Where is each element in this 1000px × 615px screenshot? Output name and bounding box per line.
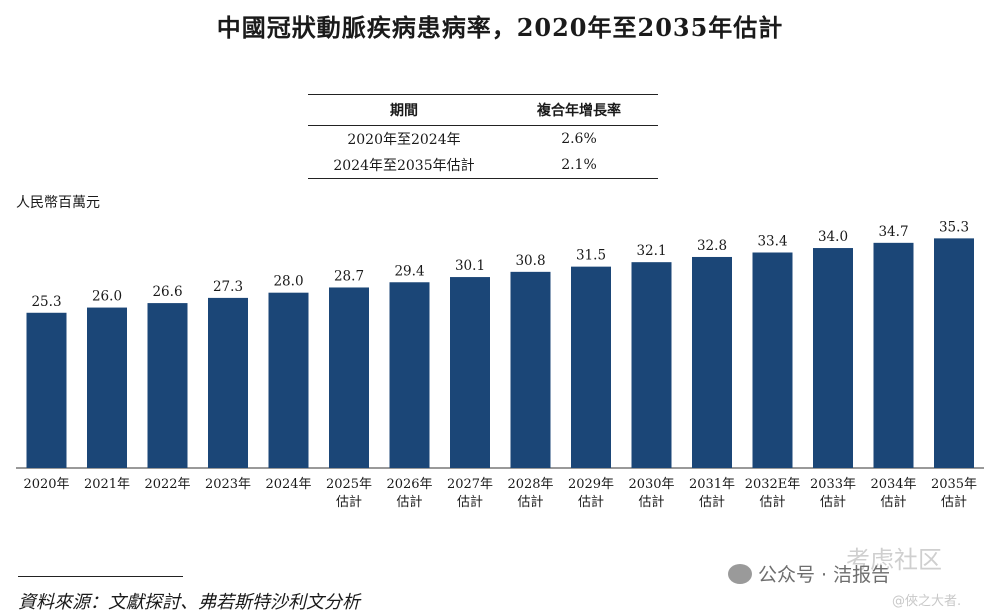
- wechat-watermark: 公众号 · 洁报告: [728, 560, 890, 587]
- x-tick-label: 2034年: [870, 477, 916, 492]
- bar: [450, 277, 490, 468]
- cagr-table-header: 期間 複合年增長率: [308, 95, 658, 126]
- x-tick-label: 估計: [699, 494, 725, 510]
- bar: [268, 292, 309, 468]
- x-tick-label: 估計: [759, 494, 785, 510]
- x-tick-label: 估計: [578, 494, 604, 510]
- cagr-header-period: 期間: [390, 103, 418, 119]
- x-tick-label: 2031年: [689, 477, 735, 492]
- cagr-table: 期間 複合年增長率 2020年至2024年 2.6% 2024年至2035年估計…: [308, 94, 658, 179]
- x-tick-label: 估計: [517, 494, 543, 510]
- bar: [510, 271, 551, 468]
- x-tick-label: 2024年: [265, 477, 311, 492]
- data-label: 33.4: [757, 234, 787, 250]
- x-tick-label: 2030年: [628, 477, 674, 492]
- cagr-period: 2020年至2024年: [347, 132, 461, 148]
- cagr-rate: 2.6%: [561, 131, 597, 147]
- bar: [752, 252, 793, 468]
- x-tick-label: 2020年: [23, 477, 69, 492]
- data-label: 28.7: [334, 268, 364, 284]
- x-tick-label: 估計: [880, 494, 906, 510]
- cagr-header-rate: 複合年增長率: [537, 103, 621, 119]
- bar: [873, 242, 914, 468]
- x-tick-label: 2028年: [507, 477, 553, 492]
- data-label: 32.1: [636, 243, 666, 259]
- x-tick-label: 估計: [638, 494, 664, 510]
- cagr-row: 2024年至2035年估計 2.1%: [308, 152, 658, 178]
- x-tick-label: 估計: [396, 494, 422, 510]
- bar: [147, 303, 188, 468]
- data-label: 25.3: [31, 294, 61, 310]
- data-label: 28.0: [273, 274, 303, 290]
- data-label: 30.1: [455, 258, 485, 274]
- chart-title: 中國冠狀動脈疾病患病率，2020年至2035年估計: [216, 13, 784, 42]
- x-tick-label: 2022年: [144, 477, 190, 492]
- wechat-icon: [728, 563, 752, 584]
- data-label: 30.8: [515, 253, 545, 269]
- x-tick-label: 估計: [457, 494, 483, 510]
- cagr-rate: 2.1%: [561, 157, 597, 173]
- bar: [26, 312, 67, 468]
- bar-chart: 25.3 2020年 26.0 2021年 26.6 2022年 27.3 2023年 28.0…: [16, 219, 984, 510]
- bar: [389, 282, 430, 468]
- x-tick-label: 2027年: [447, 477, 493, 492]
- cagr-period: 2024年至2035年估計: [333, 158, 475, 174]
- data-label: 29.4: [394, 263, 424, 279]
- data-label: 34.7: [878, 224, 908, 240]
- x-tick-label: 2021年: [84, 477, 130, 492]
- data-label: 26.0: [92, 289, 122, 305]
- data-label: 32.8: [697, 238, 727, 254]
- data-label: 34.0: [818, 229, 848, 245]
- x-tick-label: 估計: [941, 494, 967, 510]
- bar: [329, 287, 369, 468]
- cagr-row: 2020年至2024年 2.6%: [308, 126, 658, 152]
- x-tick-label: 估計: [820, 494, 846, 510]
- bar: [692, 256, 732, 468]
- wechat-watermark-text: 公众号 · 洁报告: [758, 564, 891, 586]
- x-tick-label: 2032E年: [745, 477, 801, 492]
- bar: [208, 297, 248, 468]
- data-label: 27.3: [213, 279, 243, 295]
- data-label: 26.6: [152, 284, 182, 300]
- y-unit-label: 人民幣百萬元: [16, 195, 100, 211]
- x-tick-label: 2026年: [386, 477, 432, 492]
- bar: [631, 262, 672, 468]
- x-tick-label: 2023年: [205, 477, 251, 492]
- bar: [571, 266, 611, 468]
- x-tick-label: 估計: [336, 494, 362, 510]
- source-divider: [18, 576, 183, 577]
- x-tick-label: 2035年: [931, 477, 977, 492]
- data-label: 35.3: [939, 219, 969, 235]
- x-tick-label: 2029年: [568, 477, 614, 492]
- x-tick-label: 2033年: [810, 477, 856, 492]
- handle-watermark: @俠之大者.: [892, 594, 962, 609]
- bar: [87, 307, 127, 468]
- bar: [934, 238, 974, 468]
- data-label: 31.5: [576, 248, 606, 264]
- source-note: 資料來源：文獻探討、弗若斯特沙利文分析: [18, 592, 360, 613]
- bar: [813, 248, 853, 468]
- site-watermark: 考虑社区: [846, 546, 942, 574]
- x-tick-label: 2025年: [326, 477, 372, 492]
